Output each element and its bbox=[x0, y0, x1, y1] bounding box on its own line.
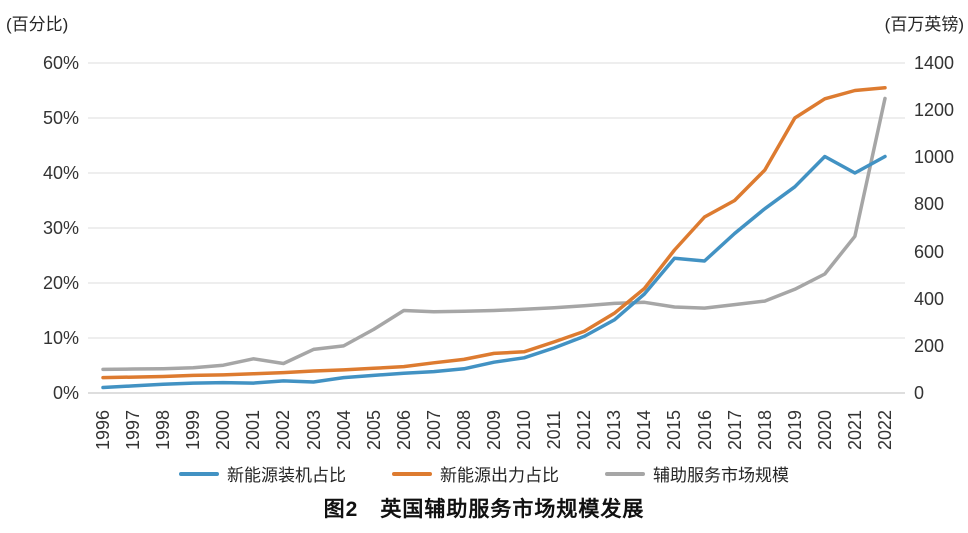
legend-item-output-share: 新能源出力占比 bbox=[392, 461, 559, 486]
y-axis-left-tick: 20% bbox=[42, 273, 79, 293]
y-axis-right-tick: 1000 bbox=[914, 147, 955, 168]
plot-svg bbox=[88, 62, 905, 394]
x-axis-tick: 2014 bbox=[634, 409, 655, 451]
legend-item-installed-share: 新能源装机占比 bbox=[179, 461, 346, 486]
x-axis-tick: 2007 bbox=[423, 409, 444, 451]
legend-label: 新能源出力占比 bbox=[440, 466, 559, 485]
y-axis-left-tick: 0% bbox=[52, 383, 79, 403]
x-axis-tick: 2006 bbox=[393, 409, 414, 451]
legend-item-market-size: 辅助服务市场规模 bbox=[605, 461, 789, 486]
x-axis-tick: 2022 bbox=[875, 409, 895, 451]
x-axis-tick: 1996 bbox=[93, 409, 113, 451]
x-axis-tick: 2015 bbox=[664, 409, 685, 451]
x-axis-tick: 2010 bbox=[514, 409, 535, 451]
left-axis-unit-label: (百分比) bbox=[6, 15, 69, 34]
y-axis-right-tick: 1200 bbox=[914, 100, 955, 121]
y-axis-left-tick: 30% bbox=[42, 218, 79, 238]
y-axis-right-tick: 400 bbox=[914, 288, 945, 309]
x-axis-tick: 2017 bbox=[724, 409, 745, 451]
x-axis-tick: 1997 bbox=[123, 409, 144, 451]
legend-label: 新能源装机占比 bbox=[227, 466, 346, 485]
x-axis-tick: 2002 bbox=[273, 409, 294, 451]
x-axis-tick: 2003 bbox=[303, 409, 324, 451]
x-axis-tick: 2009 bbox=[484, 409, 504, 451]
y-axis-right-tick: 600 bbox=[914, 241, 945, 262]
legend-swatch-output-share bbox=[392, 471, 432, 476]
series-line-market-size bbox=[101, 96, 887, 372]
x-axis-tick: 2001 bbox=[243, 409, 264, 451]
x-axis-tick: 2013 bbox=[604, 409, 625, 451]
y-axis-right-tick: 200 bbox=[914, 335, 945, 356]
x-axis-tick: 1998 bbox=[153, 409, 174, 451]
y-axis-right-tick: 800 bbox=[914, 194, 945, 215]
x-axis-tick: 2016 bbox=[694, 409, 715, 451]
x-axis-tick: 2005 bbox=[363, 409, 384, 451]
x-axis-tick: 1999 bbox=[183, 409, 204, 451]
x-axis-tick: 2019 bbox=[784, 409, 805, 451]
y-axis-right-tick: 1400 bbox=[914, 53, 955, 73]
y-axis-left-tick: 10% bbox=[42, 328, 79, 348]
x-axis-tick: 2008 bbox=[453, 409, 474, 451]
x-axis-tick: 2020 bbox=[814, 409, 835, 451]
y-axis-left-tick: 40% bbox=[42, 163, 79, 183]
series-line-installed-share bbox=[101, 154, 887, 390]
chart-title: 图2 英国辅助服务市场规模发展 bbox=[323, 498, 645, 521]
y-axis-left-tick: 60% bbox=[42, 53, 79, 73]
x-axis-tick: 2004 bbox=[333, 409, 354, 451]
plot-area bbox=[88, 62, 905, 394]
series-line-output-share bbox=[101, 86, 887, 380]
x-axis-tick: 2000 bbox=[213, 409, 234, 451]
x-axis-tick: 2018 bbox=[754, 409, 775, 451]
y-axis-left-tick: 50% bbox=[42, 108, 79, 128]
right-axis-unit-label: (百万英镑) bbox=[884, 15, 964, 34]
legend-label: 辅助服务市场规模 bbox=[653, 466, 789, 485]
x-axis-tick: 2012 bbox=[574, 409, 595, 451]
x-axis-tick: 2021 bbox=[844, 409, 865, 451]
legend-swatch-installed-share bbox=[179, 471, 219, 476]
legend: 新能源装机占比 新能源出力占比 辅助服务市场规模 bbox=[0, 461, 968, 486]
x-axis-tick: 2011 bbox=[544, 410, 565, 450]
legend-swatch-market-size bbox=[605, 471, 645, 476]
y-axis-right-tick: 0 bbox=[914, 383, 925, 403]
